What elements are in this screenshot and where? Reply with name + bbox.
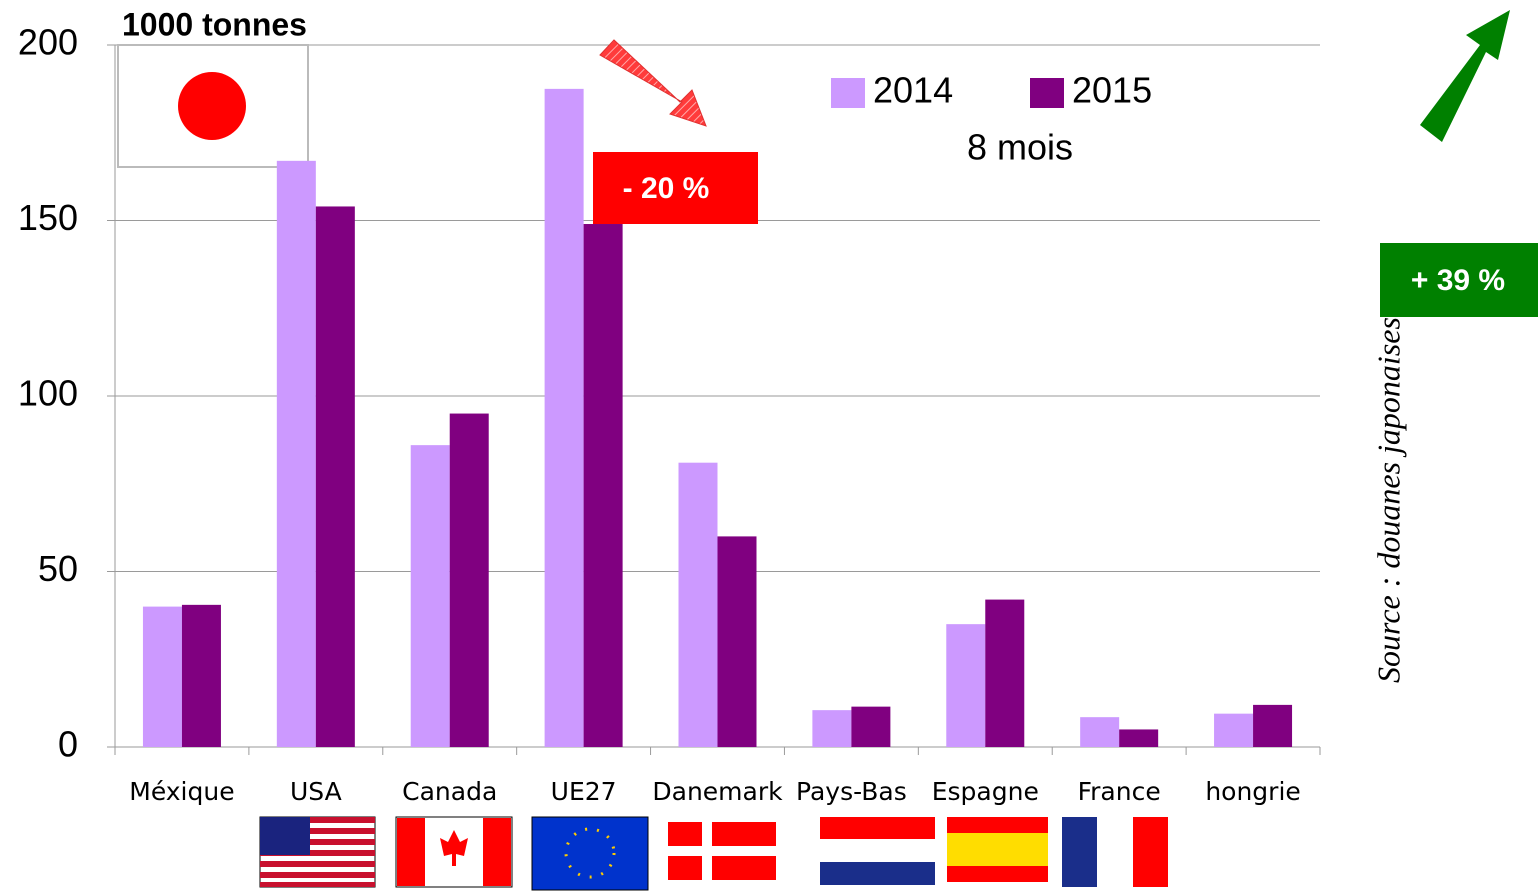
bar xyxy=(544,88,584,747)
x-tick-label: France xyxy=(1078,777,1161,806)
x-tick-label: Pays-Bas xyxy=(796,777,907,806)
chart-title: 1000 tonnes xyxy=(122,6,307,42)
bar xyxy=(946,624,986,747)
increase-badge xyxy=(1380,243,1538,317)
bar xyxy=(181,604,221,747)
bar xyxy=(410,445,450,747)
japan-flag-sun xyxy=(178,72,246,140)
bar xyxy=(1119,729,1159,747)
y-tick-label: 0 xyxy=(58,724,78,765)
y-tick-label: 200 xyxy=(18,22,78,63)
bar xyxy=(315,206,355,747)
y-tick-label: 100 xyxy=(18,373,78,414)
bar xyxy=(583,224,623,747)
x-tick-label: Méxique xyxy=(129,777,234,806)
bar xyxy=(717,536,757,747)
x-tick-label: Canada xyxy=(402,777,497,806)
decrease-badge xyxy=(593,152,758,224)
bar xyxy=(276,160,316,747)
bar xyxy=(851,706,891,747)
legend-swatch xyxy=(1030,78,1064,108)
subtitle: 8 mois xyxy=(967,127,1073,168)
bar xyxy=(812,710,852,747)
flags xyxy=(259,816,1168,891)
bar xyxy=(1253,704,1293,747)
x-tick-label: UE27 xyxy=(551,777,617,806)
legend-label: 2015 xyxy=(1072,70,1152,111)
decrease-label: - 20 % xyxy=(623,172,710,205)
bar xyxy=(985,599,1025,747)
x-tick-label: hongrie xyxy=(1205,777,1300,806)
bar xyxy=(1214,713,1254,747)
increase-label: + 39 % xyxy=(1411,264,1505,297)
legend-label: 2014 xyxy=(873,70,953,111)
down-arrow xyxy=(599,39,707,127)
bar xyxy=(678,462,718,747)
bar xyxy=(142,606,182,747)
x-tick-label: Espagne xyxy=(932,777,1039,806)
legend-swatch xyxy=(831,78,865,108)
source-note: Source : douanes japonaises xyxy=(1370,317,1406,683)
y-tick-label: 50 xyxy=(38,548,78,589)
x-tick-label: Danemark xyxy=(652,777,783,806)
bar xyxy=(449,413,489,747)
y-tick-label: 150 xyxy=(18,197,78,238)
bar xyxy=(1080,717,1120,747)
up-arrow xyxy=(1420,10,1510,142)
x-tick-label: USA xyxy=(290,777,342,806)
